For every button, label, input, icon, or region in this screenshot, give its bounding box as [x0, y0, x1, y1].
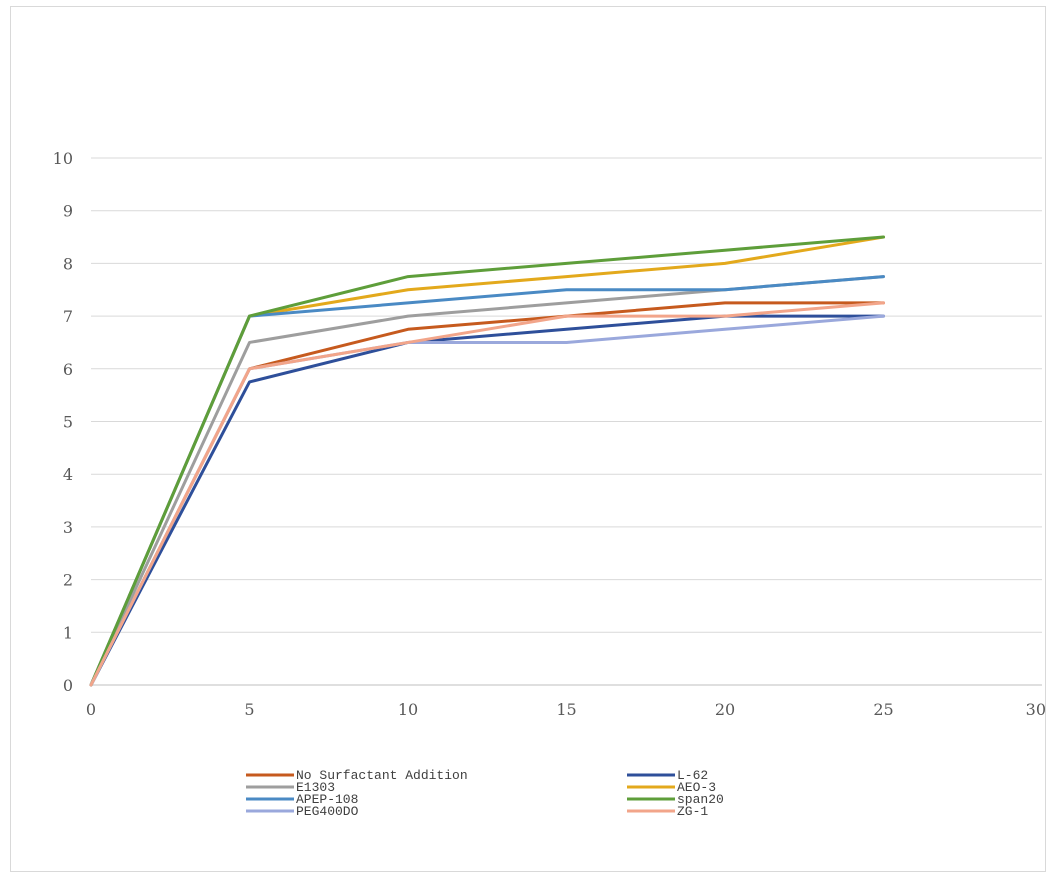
y-tick-label-9: 9 [63, 202, 73, 221]
y-tick-label-8: 8 [63, 254, 73, 273]
y-tick-label-6: 6 [63, 360, 73, 379]
grid-lines [91, 157, 1042, 633]
legend-label-2: E1303 [296, 780, 335, 795]
x-tick-label-3: 15 [556, 700, 576, 719]
legend-label-4: APEP-108 [296, 792, 358, 807]
legend: No Surfactant Addition L-62 E1303 AEO-3 APEP… [246, 768, 724, 819]
y-tick-label-3: 3 [63, 518, 73, 537]
y-tick-label-10: 10 [53, 149, 73, 168]
y-tick-label-5: 5 [63, 413, 73, 432]
legend-label-3: AEO-3 [677, 780, 716, 795]
series-line-4 [89, 275, 885, 687]
chart-frame [10, 6, 1046, 872]
x-tick-label-2: 10 [398, 700, 418, 719]
series-lines [89, 235, 885, 687]
x-tick-label-5: 25 [873, 700, 893, 719]
x-tick-label-1: 5 [244, 700, 254, 719]
y-tick-label-4: 4 [63, 465, 73, 484]
legend-label-1: L-62 [677, 768, 708, 783]
legend-label-7: ZG-1 [677, 804, 708, 819]
legend-label-5: span20 [677, 792, 724, 807]
series-line-2 [89, 275, 885, 687]
x-tick-label-6: 30 [1026, 700, 1046, 719]
x-axis-tick-labels: 0 5 10 15 20 25 30 [86, 700, 1046, 719]
y-tick-label-7: 7 [63, 307, 73, 326]
series-line-6 [89, 314, 885, 687]
legend-label-6: PEG400DO [296, 804, 359, 819]
y-tick-label-0: 0 [63, 676, 73, 695]
y-axis-tick-labels: 0 1 2 3 4 5 6 7 8 9 10 [53, 149, 73, 695]
legend-label-0: No Surfactant Addition [296, 768, 468, 783]
series-line-5 [89, 235, 885, 687]
series-line-7 [89, 301, 885, 687]
y-tick-label-1: 1 [63, 623, 73, 642]
y-tick-label-2: 2 [63, 571, 73, 590]
x-tick-label-4: 20 [715, 700, 735, 719]
series-line-1 [89, 314, 885, 687]
series-line-0 [89, 301, 885, 687]
x-tick-label-0: 0 [86, 700, 96, 719]
